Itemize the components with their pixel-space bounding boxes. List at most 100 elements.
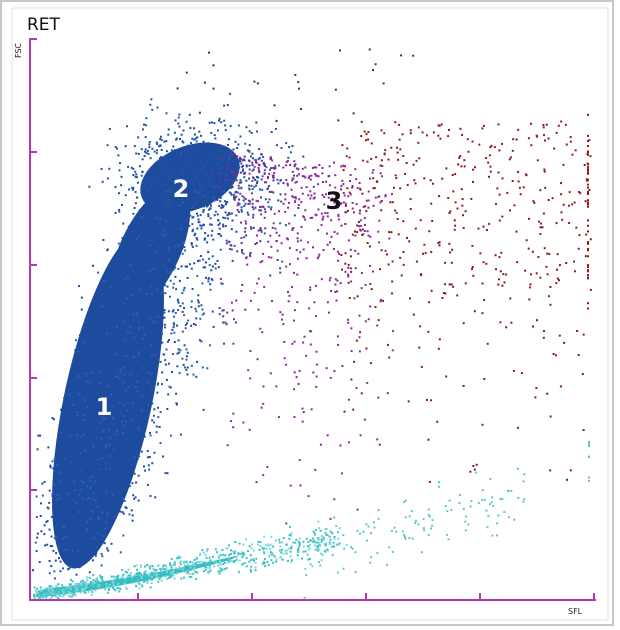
event-dot [471, 268, 473, 271]
event-dot [365, 199, 368, 202]
event-dot [178, 557, 180, 559]
event-dot [263, 551, 266, 554]
event-dot [264, 565, 267, 568]
event-dot [399, 148, 402, 151]
event-dot [114, 353, 117, 355]
event-dot [151, 462, 154, 465]
event-dot [219, 277, 222, 280]
event-dot [280, 200, 283, 203]
event-dot [239, 192, 242, 195]
event-dot [130, 419, 133, 422]
event-dot [268, 198, 271, 201]
event-dot [263, 547, 266, 550]
event-dot [289, 263, 291, 266]
event-dot [230, 182, 233, 185]
event-dot [481, 423, 484, 426]
event-dot [350, 267, 352, 270]
event-dot [350, 327, 353, 330]
event-dot [546, 392, 549, 395]
event-dot [347, 273, 349, 276]
event-dot [223, 119, 226, 122]
event-dot [121, 420, 123, 423]
event-dot [36, 587, 39, 590]
event-dot [288, 146, 291, 148]
event-dot [212, 87, 215, 90]
event-dot [102, 400, 105, 403]
event-dot [186, 366, 189, 369]
event-dot [123, 366, 126, 369]
event-dot [151, 577, 154, 580]
event-dot [218, 205, 221, 207]
event-dot [244, 198, 247, 201]
event-dot [248, 545, 251, 548]
event-dot [88, 550, 91, 553]
event-dot [554, 354, 557, 357]
event-dot [428, 515, 431, 518]
event-dot [141, 312, 144, 315]
event-dot [148, 203, 151, 206]
event-dot [224, 321, 227, 324]
event-dot [162, 568, 165, 571]
event-dot [80, 580, 82, 583]
event-dot [315, 375, 318, 378]
event-dot [123, 463, 125, 466]
event-dot [196, 564, 199, 566]
event-dot [558, 279, 560, 282]
event-dot [285, 363, 288, 366]
event-dot [163, 191, 166, 194]
event-dot [221, 145, 224, 148]
event-dot [230, 549, 233, 552]
event-dot [153, 414, 155, 417]
event-dot [113, 317, 116, 320]
event-dot [203, 205, 205, 208]
event-dot [89, 473, 92, 476]
event-dot [351, 186, 354, 189]
event-dot [140, 191, 143, 194]
event-dot [391, 260, 394, 263]
event-dot [285, 552, 288, 555]
event-dot [248, 560, 251, 563]
event-dot [238, 542, 241, 545]
event-dot [85, 581, 88, 584]
event-dot [278, 538, 281, 541]
event-dot [202, 209, 205, 212]
event-dot [336, 279, 339, 282]
event-dot [159, 576, 162, 579]
event-dot [339, 444, 342, 447]
event-dot [160, 198, 162, 201]
event-dot [137, 474, 140, 477]
event-dot [171, 371, 173, 373]
event-dot [245, 222, 248, 225]
event-dot [198, 564, 201, 567]
event-dot [188, 113, 191, 116]
event-dot [52, 594, 55, 597]
event-dot [218, 183, 221, 186]
event-dot [270, 535, 273, 538]
event-dot [324, 544, 327, 547]
event-dot [51, 493, 54, 495]
event-dot [224, 211, 227, 214]
event-dot [242, 421, 245, 424]
event-dot [137, 578, 140, 581]
event-dot [489, 478, 492, 480]
event-dot [89, 581, 92, 583]
event-dot [230, 166, 233, 169]
event-dot [445, 167, 448, 170]
event-dot [483, 378, 486, 380]
event-dot [263, 216, 266, 219]
event-dot [141, 585, 144, 588]
event-dot [158, 157, 161, 160]
event-dot [139, 564, 142, 567]
event-dot [356, 530, 359, 533]
event-dot [199, 194, 202, 197]
event-dot [289, 534, 292, 537]
event-dot [534, 396, 537, 399]
event-dot [317, 208, 320, 211]
event-dot [172, 145, 175, 148]
event-dot [146, 576, 149, 579]
event-dot [587, 153, 589, 156]
event-dot [208, 570, 211, 573]
event-dot [169, 191, 172, 194]
event-dot [427, 438, 430, 441]
event-dot [74, 586, 77, 589]
